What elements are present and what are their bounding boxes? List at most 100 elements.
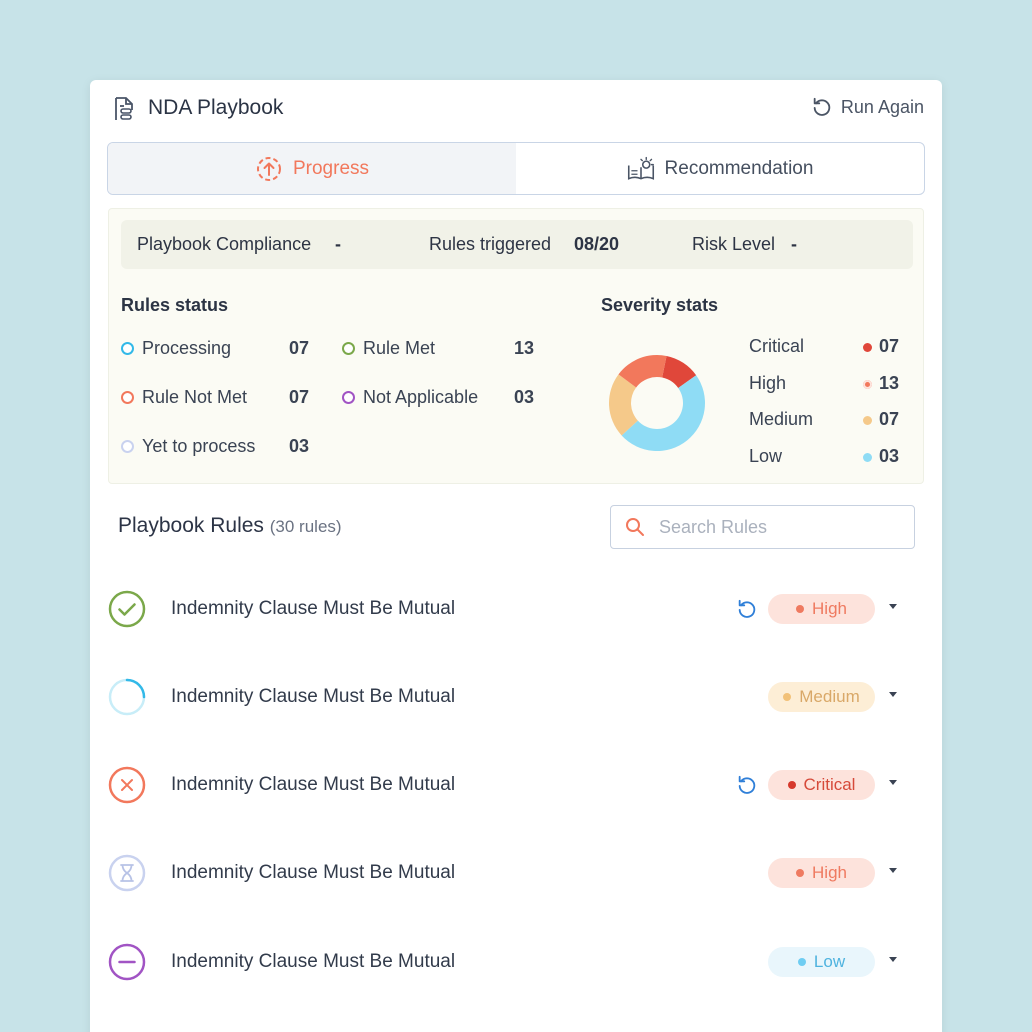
critical-dot: [863, 343, 872, 352]
chevron-down-icon[interactable]: [889, 604, 897, 609]
rule-row[interactable]: Indemnity Clause Must Be Mutual High: [90, 843, 942, 903]
severity-label: High: [749, 373, 787, 393]
rule-row[interactable]: Indemnity Clause Must Be Mutual Low: [90, 932, 942, 992]
panel-header: NDA Playbook Run Again: [90, 80, 942, 136]
tab-bar: Progress Recommendation: [107, 142, 925, 195]
severity-label: Low: [749, 446, 783, 466]
rule-row[interactable]: Indemnity Clause Must Be Mutual Critical: [90, 755, 942, 815]
summary-bar: Playbook Compliance - Rules triggered 08…: [121, 220, 913, 269]
rule-name: Indemnity Clause Must Be Mutual: [171, 686, 456, 707]
rule-row[interactable]: Indemnity Clause Must Be Mutual Medium: [90, 667, 942, 727]
refresh-icon: [813, 97, 831, 116]
rules-triggered-label: Rules triggered: [429, 234, 552, 254]
rule-name: Indemnity Clause Must Be Mutual: [171, 951, 456, 972]
rule-row[interactable]: Indemnity Clause Must Be Mutual High: [90, 579, 942, 639]
medium-dot: [863, 416, 872, 425]
playbook-panel: NDA Playbook Run Again Progress: [90, 80, 942, 1032]
search-icon: [626, 518, 644, 536]
donut-slice-medium: [609, 374, 638, 436]
status-not-applicable: Not Applicable: [342, 387, 478, 408]
severity-dot: [796, 605, 805, 613]
rerun-icon[interactable]: [736, 598, 758, 620]
severity-donut-chart: [609, 355, 705, 451]
severity-value: 07: [879, 409, 900, 429]
severity-badge-label: High: [812, 863, 847, 882]
run-again-label: Run Again: [840, 96, 924, 117]
severity-dot: [797, 958, 806, 966]
search-input[interactable]: [659, 516, 899, 538]
donut-slice-critical: [662, 355, 697, 388]
severity-label: Medium: [749, 409, 814, 429]
status-yet-to-process: Yet to process: [121, 436, 255, 457]
chevron-down-icon[interactable]: [889, 957, 897, 962]
status-label: Processing: [142, 338, 232, 358]
severity-badge-label: High: [812, 599, 847, 618]
tab-progress-label: Progress: [292, 157, 370, 179]
processing-dot: [121, 342, 134, 355]
tab-progress[interactable]: Progress: [108, 143, 516, 194]
rules-status-title: Rules status: [121, 295, 229, 315]
low-dot: [863, 453, 872, 462]
status-value: 03: [289, 436, 310, 456]
document-list-icon: [115, 97, 133, 120]
status-label: Rule Met: [363, 338, 436, 358]
status-rule-not-met: Rule Not Met: [121, 387, 247, 408]
donut-slice-low: [621, 375, 705, 451]
severity-dot: [796, 869, 805, 877]
severity-stats-title: Severity stats: [601, 295, 719, 315]
severity-badge[interactable]: Medium: [768, 682, 875, 712]
rule-name: Indemnity Clause Must Be Mutual: [171, 598, 456, 619]
severity-badge[interactable]: High: [768, 858, 875, 888]
yet-to-process-dot: [121, 440, 134, 453]
donut-slice-high: [618, 355, 667, 388]
stats-card: Playbook Compliance - Rules triggered 08…: [108, 208, 924, 484]
x-circle-icon: [108, 766, 146, 804]
not-applicable-dot: [342, 391, 355, 404]
rule-met-dot: [342, 342, 355, 355]
risk-level-value: -: [791, 234, 797, 254]
rule-not-met-dot: [121, 391, 134, 404]
severity-badge[interactable]: Critical: [768, 770, 875, 800]
status-label: Rule Not Met: [142, 387, 248, 407]
status-value: 13: [514, 338, 535, 358]
chevron-down-icon[interactable]: [889, 692, 897, 697]
playbook-rules-title: Playbook Rules (30 rules): [118, 514, 342, 538]
processing-spinner-icon: [108, 678, 146, 716]
minus-circle-icon: [108, 943, 146, 981]
status-value: 03: [514, 387, 535, 407]
tab-recommendation-label: Recommendation: [664, 157, 814, 179]
status-processing: Processing: [121, 338, 231, 359]
status-label: Not Applicable: [363, 387, 479, 407]
severity-dot: [783, 693, 792, 701]
severity-label: Critical: [749, 336, 805, 356]
rule-name: Indemnity Clause Must Be Mutual: [171, 774, 456, 795]
status-value: 07: [289, 338, 310, 358]
severity-badge[interactable]: Low: [768, 947, 875, 977]
compliance-value: -: [335, 234, 341, 254]
severity-badge-label: Medium: [799, 687, 860, 706]
status-label: Yet to process: [142, 436, 256, 456]
status-rule-met: Rule Met: [342, 338, 435, 359]
rule-name: Indemnity Clause Must Be Mutual: [171, 862, 456, 883]
compliance-label: Playbook Compliance: [137, 234, 312, 254]
tab-recommendation[interactable]: Recommendation: [516, 143, 924, 194]
progress-icon: [256, 156, 281, 181]
severity-dot: [787, 781, 796, 789]
page-title: NDA Playbook: [148, 96, 284, 119]
chevron-down-icon[interactable]: [889, 868, 897, 873]
severity-badge-label: Low: [813, 952, 846, 971]
severity-badge[interactable]: High: [768, 594, 875, 624]
chevron-down-icon[interactable]: [889, 780, 897, 785]
recommendation-icon: [627, 156, 654, 180]
severity-badge-label: Critical: [803, 775, 856, 794]
rules-title-text: Playbook Rules: [118, 514, 264, 537]
severity-value: 07: [879, 336, 900, 356]
check-circle-icon: [108, 590, 146, 628]
severity-value: 13: [879, 373, 900, 393]
rerun-icon[interactable]: [736, 774, 758, 796]
run-again-button[interactable]: Run Again: [811, 96, 924, 118]
high-dot: [863, 380, 872, 389]
rules-triggered-value: 08/20: [574, 234, 620, 254]
search-box[interactable]: [610, 505, 915, 549]
severity-value: 03: [879, 446, 900, 466]
